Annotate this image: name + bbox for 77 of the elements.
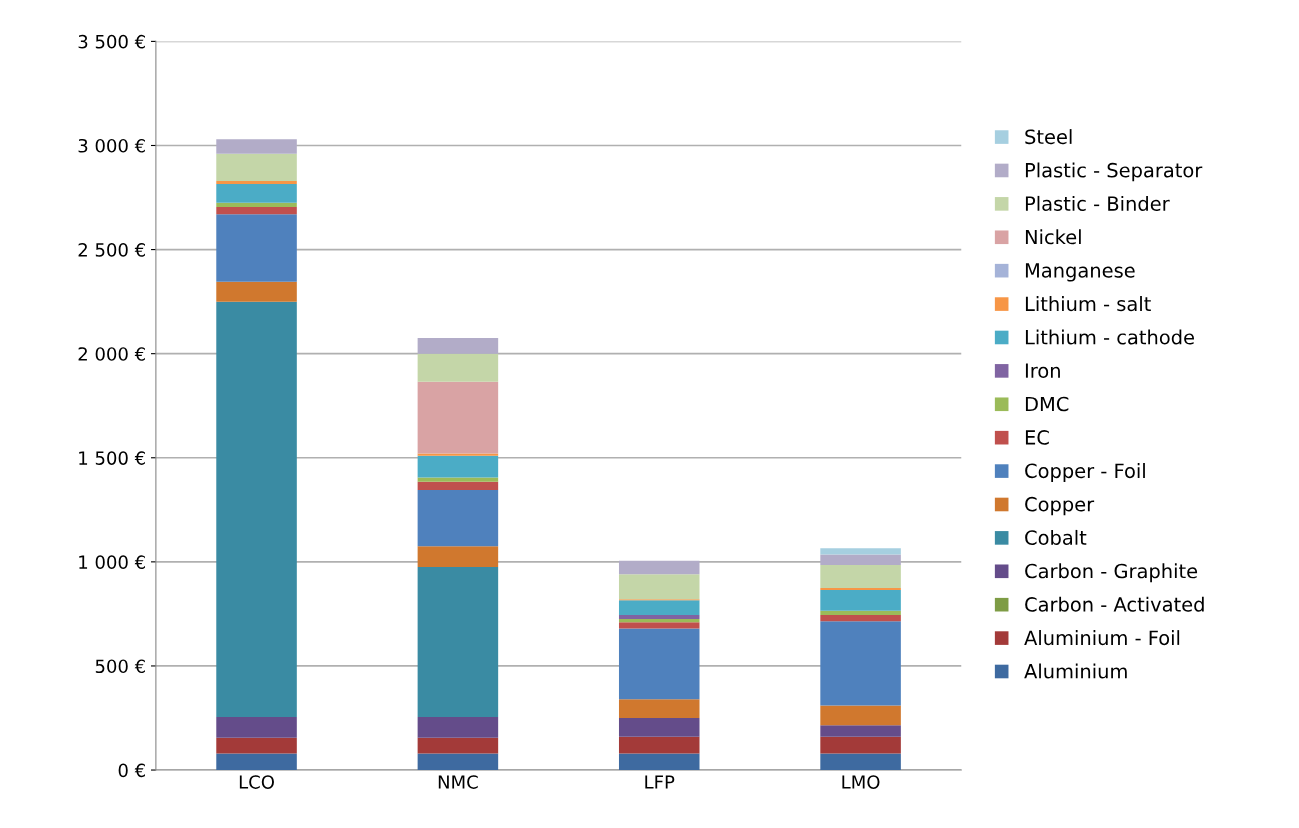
bar xyxy=(820,564,901,588)
legend-label: Carbon - Graphite xyxy=(1025,563,1198,583)
bar xyxy=(216,184,297,203)
y-tick-label: 3 500 € xyxy=(78,34,145,49)
bar xyxy=(820,610,901,615)
legend-label: Cobalt xyxy=(1025,529,1087,545)
legend-label: Aluminium - Foil xyxy=(1024,630,1180,646)
x-tick-label: LFP xyxy=(645,775,675,789)
bar xyxy=(417,453,499,456)
bar xyxy=(216,281,297,302)
bar xyxy=(417,490,499,547)
legend-label: EC xyxy=(1025,430,1049,445)
x-tick-label: LMO xyxy=(842,775,880,789)
y-tick-label: 3 000 € xyxy=(78,138,145,153)
bar xyxy=(216,139,297,154)
legend-label: Carbon - Activated xyxy=(1025,596,1204,612)
bar xyxy=(216,716,297,738)
bar xyxy=(417,353,499,382)
bar xyxy=(820,589,901,611)
bar xyxy=(216,214,297,282)
bar xyxy=(417,477,499,482)
bar xyxy=(618,560,700,575)
bar xyxy=(618,622,700,629)
bar xyxy=(820,736,901,754)
legend-label: Copper xyxy=(1025,496,1095,516)
bar xyxy=(417,716,499,738)
bar xyxy=(417,381,499,454)
bar xyxy=(417,546,499,568)
legend-label: Plastic - Separator xyxy=(1025,162,1203,182)
bar xyxy=(618,736,700,754)
bar xyxy=(820,621,901,706)
bar xyxy=(820,554,901,565)
bar xyxy=(216,301,297,717)
bar xyxy=(618,699,700,718)
x-tick-label: NMC xyxy=(438,775,478,789)
x-tick-label: LCO xyxy=(239,775,274,789)
bar xyxy=(820,753,901,771)
bar xyxy=(820,705,901,726)
legend-label: Copper - Foil xyxy=(1025,463,1145,482)
bar xyxy=(618,600,700,615)
y-tick-label: 500 € xyxy=(95,659,145,674)
legend-label: Nickel xyxy=(1025,229,1081,245)
bar xyxy=(618,614,700,620)
legend-label: Aluminium xyxy=(1024,663,1127,679)
bar xyxy=(216,202,297,207)
bar xyxy=(820,614,901,622)
bar xyxy=(820,725,901,737)
bar xyxy=(820,548,901,555)
legend-label: Lithium - cathode xyxy=(1025,329,1194,345)
bar xyxy=(417,567,499,717)
bar xyxy=(216,153,297,181)
legend-label: Steel xyxy=(1025,129,1072,145)
legend-label: Lithium - salt xyxy=(1025,296,1151,312)
legend-label: Manganese xyxy=(1025,263,1135,282)
legend-label: Plastic - Binder xyxy=(1025,195,1170,211)
y-tick-label: 2 000 € xyxy=(78,347,145,361)
bar xyxy=(216,753,297,771)
bar xyxy=(618,619,700,623)
legend-label: Iron xyxy=(1025,363,1060,378)
bar xyxy=(216,206,297,215)
y-tick-label: 0 € xyxy=(118,763,145,778)
y-tick-label: 2 500 € xyxy=(78,243,145,257)
y-tick-label: 1 000 € xyxy=(79,555,145,569)
legend-label: DMC xyxy=(1025,396,1069,412)
bar xyxy=(417,753,499,771)
bar xyxy=(618,753,700,771)
bar xyxy=(820,587,901,590)
bar xyxy=(618,717,700,737)
bar xyxy=(417,737,499,754)
bar xyxy=(618,628,700,700)
y-tick-label: 1 500 € xyxy=(79,451,145,465)
bar xyxy=(417,338,499,354)
bar xyxy=(417,455,499,478)
bar xyxy=(618,574,700,600)
bar xyxy=(216,180,297,185)
bar xyxy=(417,481,499,491)
bar xyxy=(216,737,297,754)
